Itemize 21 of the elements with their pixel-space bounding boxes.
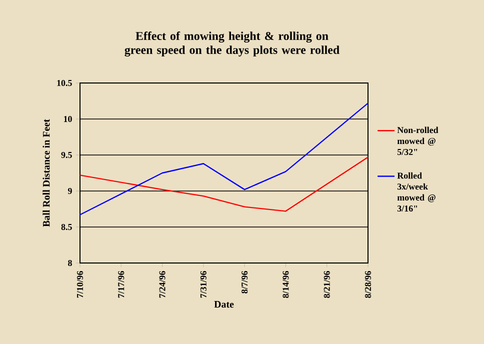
legend-label: Rolled 3x/week mowed @ 3/16" [397,172,436,212]
x-tick-label: 8/28/96 [364,271,372,298]
chart-title: Effect of mowing height & rolling on green speed on the days plots were rolled [124,31,340,56]
y-axis-title: Ball Roll Distance in Feet [42,119,50,227]
x-tick-label: 7/10/96 [76,271,84,298]
x-tick-label: 8/7/96 [242,271,248,294]
legend-label: Non-rolled mowed @ 5/32" [397,126,438,156]
y-tick-label: 9 [68,188,72,194]
y-tick-label: 9.5 [61,152,72,158]
x-axis-title: Date [214,301,234,308]
y-tick-label: 8.5 [61,224,72,230]
y-tick-label: 10 [64,116,72,122]
line-series [80,156,368,212]
x-tick-label: 8/21/96 [324,271,330,298]
y-tick-label: 10.5 [57,80,72,86]
x-tick-label: 7/24/96 [159,271,166,298]
y-tick-label: 8 [68,260,72,266]
line-series [80,102,368,216]
x-tick-label: 7/31/96 [200,271,206,298]
x-tick-label: 7/17/96 [118,271,124,298]
x-tick-label: 8/14/96 [282,271,289,298]
